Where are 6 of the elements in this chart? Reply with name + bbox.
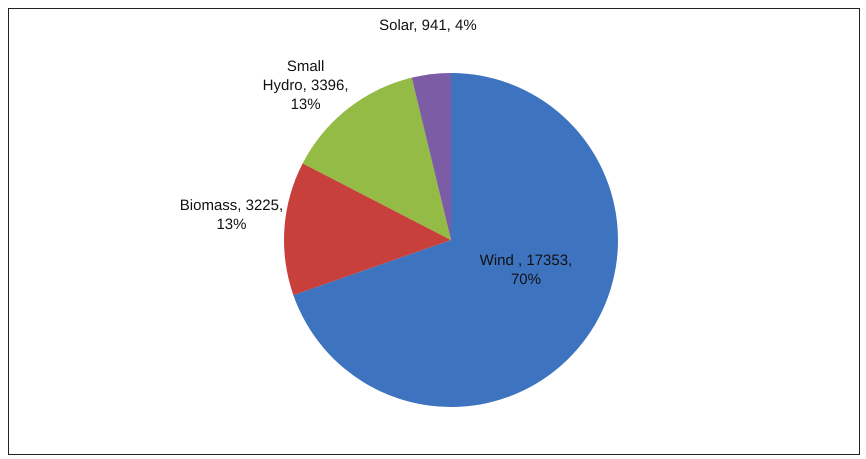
slice-label: Solar, 941, 4% bbox=[378, 16, 478, 36]
pie-slice bbox=[412, 73, 451, 240]
slice-label: Small Hydro, 3396, 13% bbox=[262, 56, 350, 114]
pie-slice bbox=[284, 163, 451, 296]
slice-label: Wind , 17353, 70% bbox=[478, 251, 574, 290]
slice-label: Biomass, 3225, 13% bbox=[178, 196, 284, 234]
